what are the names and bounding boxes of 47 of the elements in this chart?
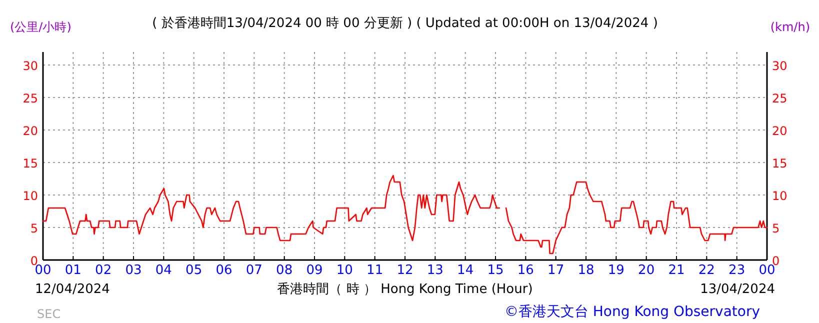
x-tick-label: 19 — [608, 263, 624, 278]
x-tick-label: 21 — [668, 263, 685, 278]
y-tick-label: 25 — [22, 92, 38, 106]
x-tick-label: 00 — [758, 263, 776, 278]
y-tick-label: 15 — [22, 156, 38, 170]
x-tick-label: 10 — [336, 263, 353, 278]
x-axis-title: 香港時間（ 時 ） Hong Kong Time (Hour) — [277, 282, 533, 297]
x-tick-label: 11 — [366, 263, 384, 278]
y2-tick-label: 5 — [772, 222, 780, 236]
y2-tick-label: 30 — [772, 59, 788, 73]
x-tick-label: 05 — [186, 263, 202, 278]
x-tick-label: 18 — [578, 263, 594, 278]
y-tick-label: 30 — [22, 59, 38, 73]
x-tick-label: 01 — [64, 263, 82, 278]
x-tick-label: 22 — [698, 263, 715, 278]
x-tick-label: 15 — [487, 263, 504, 278]
line-series — [42, 174, 500, 242]
y-axis-title: (公里/小時) — [10, 20, 72, 34]
chart-title: ( 於香港時間13/04/2024 00 時 00 分更新 ) ( Updated at 00:00H on 13/04/2024 ) — [152, 16, 658, 31]
line-series — [505, 181, 768, 254]
x-tick-label: 09 — [306, 263, 323, 278]
y2-tick-label: 10 — [772, 189, 788, 203]
text: ©香港天文台 Hong Kong Observatory — [504, 304, 760, 320]
y2-tick-label: 20 — [772, 124, 788, 138]
x-tick-label: 14 — [457, 263, 474, 278]
x-tick-label: 23 — [728, 263, 746, 278]
x-tick-label: 13 — [426, 263, 444, 278]
x-tick-label: 04 — [155, 263, 172, 278]
text: 12/04/2024 — [35, 282, 110, 297]
x-tick-label: 00 — [34, 263, 52, 278]
y2-tick-label: 25 — [772, 92, 788, 106]
x-tick-label: 07 — [246, 263, 262, 278]
x-tick-label: 03 — [125, 263, 142, 278]
x-tick-label: 20 — [638, 263, 655, 278]
y-tick-label: 10 — [22, 189, 38, 203]
y2-tick-label: 15 — [772, 156, 788, 170]
x-tick-label: 12 — [396, 263, 414, 278]
x-tick-label: 17 — [548, 263, 564, 278]
y-tick-label: 5 — [30, 222, 38, 236]
x-tick-label: 02 — [95, 263, 112, 278]
y-tick-label: 20 — [22, 124, 38, 138]
x-tick-label: 08 — [276, 263, 293, 278]
text: SEC — [37, 307, 61, 321]
x-tick-label: 16 — [517, 263, 534, 278]
x-tick-label: 06 — [216, 263, 232, 278]
y2-axis-title: (km/h) — [770, 20, 810, 34]
text: 13/04/2024 — [700, 282, 775, 297]
